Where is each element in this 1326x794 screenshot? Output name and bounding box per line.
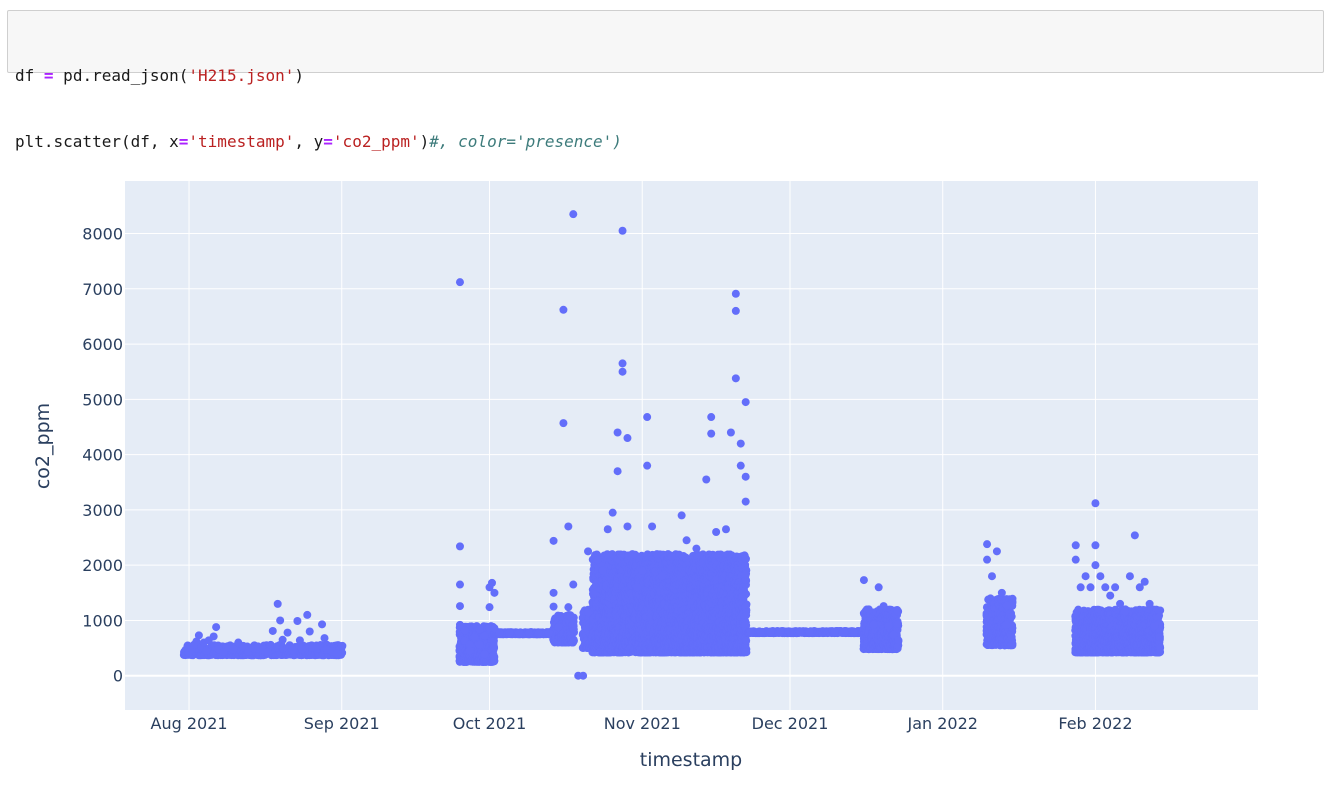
code-token: #, color='presence')	[429, 132, 622, 151]
code-token: 'co2_ppm'	[332, 132, 420, 151]
scatter-point	[338, 641, 347, 650]
code-token: )	[419, 132, 430, 151]
code-line-2: plt.scatter(df, x='timestamp', y='co2_pp…	[15, 131, 1323, 153]
code-cell[interactable]: df = pd.read_json('H215.json') plt.scatt…	[7, 10, 1324, 151]
code-token: =	[43, 66, 54, 85]
code-token: , y	[294, 132, 324, 151]
code-token: plt.scatter(df, x	[15, 132, 179, 151]
scatter-point	[569, 636, 578, 645]
code-token: 'timestamp'	[188, 132, 295, 151]
scatter-point	[490, 644, 499, 653]
code-line-1: df = pd.read_json('H215.json')	[15, 65, 1323, 87]
code-token: )	[294, 66, 305, 85]
code-token: pd.read_json(	[53, 66, 189, 85]
code-token: =	[323, 132, 333, 151]
code-token: df	[15, 66, 44, 85]
scatter-point	[490, 652, 499, 661]
grid-lines	[125, 181, 1258, 710]
code-token: =	[178, 132, 189, 151]
scatter-point	[489, 636, 498, 645]
code-token: 'H215.json'	[188, 66, 295, 85]
